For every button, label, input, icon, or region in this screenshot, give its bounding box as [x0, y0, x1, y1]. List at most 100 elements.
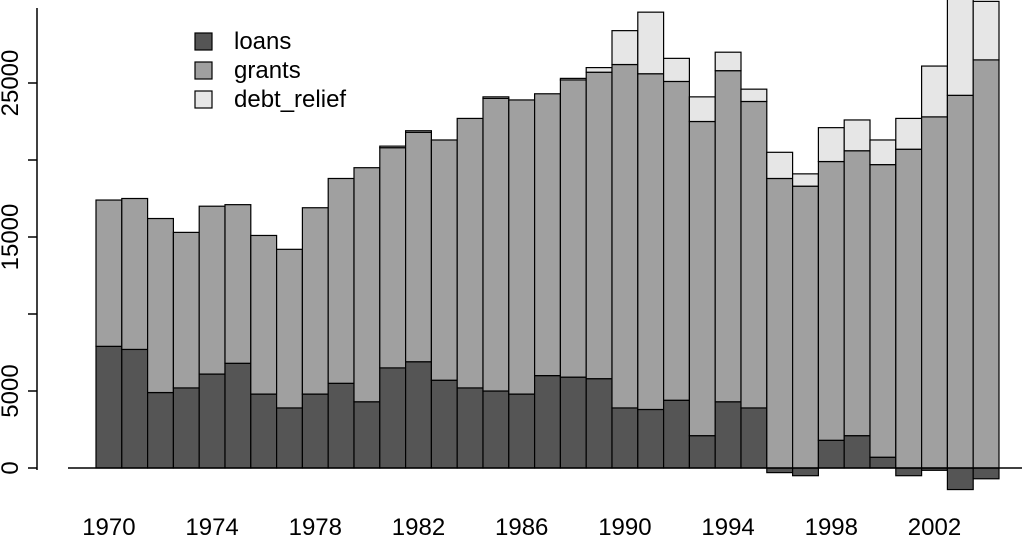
bar-debt_relief-2000 — [869, 139, 897, 166]
bar-debt_relief-1981 — [379, 145, 407, 149]
bars-group — [95, 0, 1000, 491]
bar-grants-2002 — [920, 116, 948, 469]
bar-grants-1993 — [688, 120, 716, 437]
bar-grants-1975 — [224, 204, 252, 364]
bar-debt_relief-2002 — [920, 65, 948, 118]
bar-grants-1979 — [327, 177, 355, 384]
bar-loans-1995 — [740, 407, 768, 469]
bar-debt_relief-1985 — [482, 96, 510, 100]
bar-loans-1988 — [559, 376, 587, 469]
bar-debt_relief-1995 — [740, 88, 768, 103]
bar-debt_relief-1999 — [843, 119, 871, 152]
bar-grants-1994 — [714, 70, 742, 403]
bar-grants-1980 — [353, 167, 381, 403]
legend-swatch-loans — [194, 32, 213, 51]
x-tick-label: 1986 — [495, 514, 548, 541]
bar-loans-1993 — [688, 435, 716, 469]
x-tick-label: 1982 — [392, 514, 445, 541]
bar-grants-1995 — [740, 100, 768, 409]
bar-loans-1980 — [353, 401, 381, 469]
x-tick-label: 1974 — [185, 514, 238, 541]
bar-loans-1971 — [121, 348, 149, 469]
bar-grants-1981 — [379, 147, 407, 369]
bar-loans-1999 — [843, 435, 871, 469]
y-tick-label: 25000 — [0, 50, 24, 117]
bar-loans-1989 — [585, 378, 613, 469]
legend-swatch-debt_relief — [194, 90, 213, 109]
bar-grants-1974 — [198, 205, 226, 375]
bar-loans-1979 — [327, 382, 355, 469]
bar-grants-1997 — [791, 185, 819, 469]
bar-loans-1982 — [405, 361, 433, 469]
bar-grants-2000 — [869, 164, 897, 458]
bar-debt_relief-2004 — [972, 0, 1000, 61]
bar-grants-1983 — [430, 139, 458, 381]
bar-loans-1983 — [430, 379, 458, 469]
bar-grants-1976 — [250, 234, 278, 395]
bar-grants-1999 — [843, 150, 871, 437]
bar-loans-1975 — [224, 362, 252, 469]
x-tick-label: 1994 — [701, 514, 754, 541]
bar-debt_relief-1996 — [766, 151, 794, 180]
bar-loans-2001 — [895, 467, 923, 477]
bar-grants-1989 — [585, 71, 613, 380]
y-tick-label: 15000 — [0, 204, 24, 271]
bar-loans-2004 — [972, 467, 1000, 480]
bar-grants-1991 — [637, 73, 665, 411]
bar-loans-1991 — [637, 408, 665, 469]
bar-grants-1986 — [508, 99, 536, 395]
x-tick-label: 2002 — [908, 514, 961, 541]
bar-loans-1986 — [508, 393, 536, 469]
x-tick-label: 1970 — [82, 514, 135, 541]
bar-debt_relief-2001 — [895, 117, 923, 150]
bar-loans-1981 — [379, 367, 407, 469]
bar-grants-1998 — [817, 160, 845, 441]
bar-loans-1973 — [172, 387, 200, 469]
bar-loans-1998 — [817, 439, 845, 469]
bar-loans-1984 — [456, 387, 484, 469]
bar-loans-1992 — [662, 399, 690, 469]
bar-grants-1990 — [611, 63, 639, 409]
bar-loans-1987 — [533, 375, 561, 469]
x-tick-label: 1978 — [289, 514, 342, 541]
bar-grants-1970 — [95, 199, 123, 347]
bar-loans-1970 — [95, 345, 123, 469]
bar-debt_relief-1988 — [559, 77, 587, 81]
bar-loans-2000 — [869, 456, 897, 469]
bar-grants-1982 — [405, 131, 433, 363]
bar-grants-2003 — [946, 94, 974, 469]
bar-debt_relief-2003 — [946, 0, 974, 96]
bar-loans-1997 — [791, 467, 819, 477]
y-tick-label: 0 — [0, 461, 24, 474]
bar-debt_relief-1993 — [688, 96, 716, 123]
bar-grants-1987 — [533, 93, 561, 377]
bar-debt_relief-1989 — [585, 66, 613, 73]
y-axis-ticks: 0 5000 15000 25000 — [0, 50, 37, 475]
bar-debt_relief-1982 — [405, 130, 433, 133]
bar-debt_relief-1991 — [637, 11, 665, 75]
bar-grants-1977 — [276, 248, 304, 409]
legend-swatch-grants — [194, 61, 213, 80]
bar-grants-1972 — [147, 217, 175, 394]
bar-debt_relief-1990 — [611, 30, 639, 66]
bar-loans-1994 — [714, 401, 742, 469]
bar-debt_relief-1992 — [662, 57, 690, 83]
bar-loans-1976 — [250, 393, 278, 469]
bar-grants-1973 — [172, 231, 200, 389]
bar-loans-1985 — [482, 390, 510, 469]
bar-grants-2001 — [895, 148, 923, 469]
bar-grants-1978 — [301, 207, 329, 395]
x-tick-label: 1990 — [598, 514, 651, 541]
bar-loans-2003 — [946, 467, 974, 491]
bar-grants-1992 — [662, 80, 690, 401]
legend-label-grants: grants — [234, 57, 301, 84]
bar-loans-1972 — [147, 391, 175, 469]
bar-grants-1985 — [482, 97, 510, 392]
x-axis-labels: 1970 1974 1978 1982 1986 1990 1994 1998 2002 — [82, 514, 961, 541]
bar-debt_relief-1998 — [817, 127, 845, 163]
bar-grants-1971 — [121, 197, 149, 351]
bar-loans-1974 — [198, 373, 226, 469]
legend-label-debt_relief: debt_relief — [234, 86, 346, 113]
